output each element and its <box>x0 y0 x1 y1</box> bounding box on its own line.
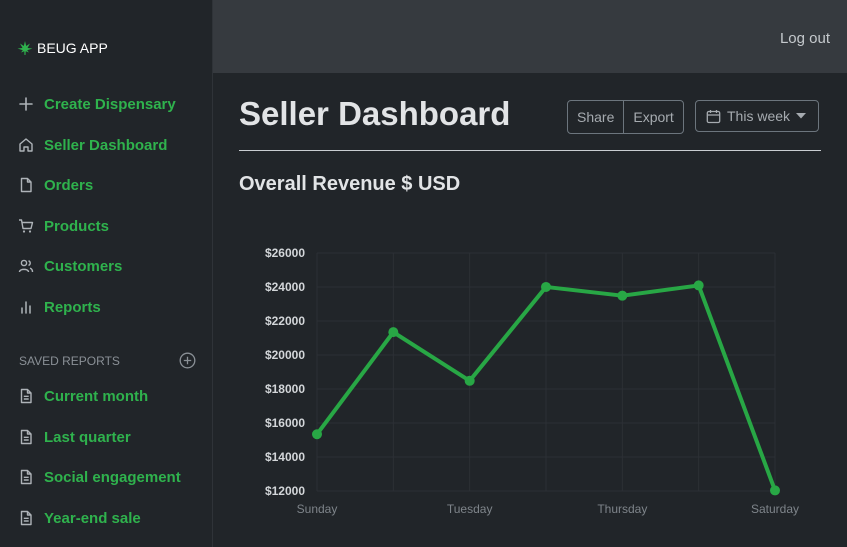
cart-icon <box>19 219 34 233</box>
file-text-icon <box>20 469 32 485</box>
y-tick-label: $18000 <box>265 382 305 396</box>
data-point[interactable] <box>770 485 780 496</box>
period-label: This week <box>727 108 791 124</box>
brand-name: BEUG APP <box>37 40 108 56</box>
x-tick-label: Thursday <box>597 502 647 516</box>
users-icon <box>18 259 34 273</box>
sidebar-item-label: Products <box>44 217 110 235</box>
sidebar-item-label: Seller Dashboard <box>44 136 168 154</box>
top-navbar: Log out <box>213 0 847 73</box>
y-tick-label: $14000 <box>265 450 305 464</box>
saved-report-label: Last quarter <box>44 428 131 446</box>
y-tick-label: $20000 <box>265 348 305 362</box>
y-tick-label: $16000 <box>265 416 305 430</box>
page-title: Seller Dashboard <box>239 95 511 132</box>
plus-icon <box>19 97 33 111</box>
sidebar-item-reports[interactable]: Reports <box>18 296 101 318</box>
chart-title: Overall Revenue $ USD <box>239 173 461 195</box>
data-point[interactable] <box>693 280 704 291</box>
share-button[interactable]: Share <box>577 109 615 125</box>
sidebar: BEUG APP Create Dispensary Seller Dashbo… <box>0 0 213 547</box>
home-icon <box>19 138 33 152</box>
plus-circle-icon[interactable] <box>179 352 196 369</box>
sidebar-item-customers[interactable]: Customers <box>18 255 122 277</box>
export-button[interactable]: Export <box>623 101 682 133</box>
sidebar-item-label: Customers <box>44 257 123 275</box>
saved-report-label: Current month <box>44 387 149 405</box>
data-point[interactable] <box>388 327 399 338</box>
saved-report-last-quarter[interactable]: Last quarter <box>18 426 131 448</box>
data-point[interactable] <box>312 429 322 440</box>
saved-report-label: Year-end sale <box>44 509 141 527</box>
data-point[interactable] <box>541 281 551 292</box>
sidebar-item-label: Orders <box>44 176 94 194</box>
calendar-icon <box>706 109 721 123</box>
y-tick-label: $22000 <box>265 314 305 328</box>
cannabis-leaf-icon <box>17 41 33 55</box>
logout-link[interactable]: Log out <box>779 30 830 47</box>
title-divider <box>239 150 821 151</box>
data-point[interactable] <box>617 290 628 301</box>
saved-report-year-end-sale[interactable]: Year-end sale <box>18 507 141 529</box>
bar-chart-icon <box>21 301 31 314</box>
sidebar-item-create-dispensary[interactable]: Create Dispensary <box>18 93 176 115</box>
data-point[interactable] <box>464 375 475 386</box>
saved-report-social-engagement[interactable]: Social engagement <box>18 466 181 488</box>
period-dropdown[interactable]: This week <box>695 100 819 132</box>
y-tick-label: $26000 <box>265 246 305 260</box>
sidebar-item-products[interactable]: Products <box>18 215 109 237</box>
y-tick-label: $12000 <box>265 484 305 498</box>
sidebar-item-label: Reports <box>44 298 101 316</box>
main-content: Seller Dashboard Share Export This week … <box>213 73 847 547</box>
file-text-icon <box>20 429 32 445</box>
x-tick-label: Tuesday <box>447 502 493 516</box>
sidebar-item-seller-dashboard[interactable]: Seller Dashboard <box>18 134 167 156</box>
toolbar-button-group: Share Export <box>567 100 684 134</box>
x-tick-label: Sunday <box>297 502 338 516</box>
saved-report-current-month[interactable]: Current month <box>18 385 148 407</box>
sidebar-item-orders[interactable]: Orders <box>18 174 93 196</box>
file-icon <box>20 177 32 193</box>
saved-reports-header: SAVED REPORTS <box>19 352 196 369</box>
revenue-line-chart: $12000 $14000 $16000 $18000 $20000 $22000 $240… <box>265 246 799 516</box>
file-text-icon <box>20 510 32 526</box>
x-tick-label: Saturday <box>751 502 799 516</box>
sidebar-item-label: Create Dispensary <box>44 95 176 113</box>
y-tick-label: $24000 <box>265 280 305 294</box>
caret-down-icon <box>796 113 807 119</box>
file-text-icon <box>20 388 32 404</box>
saved-report-label: Social engagement <box>44 468 181 486</box>
saved-reports-heading: SAVED REPORTS <box>19 353 120 368</box>
brand[interactable]: BEUG APP <box>17 40 108 56</box>
